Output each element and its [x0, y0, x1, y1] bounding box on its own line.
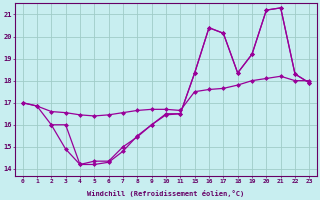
- X-axis label: Windchill (Refroidissement éolien,°C): Windchill (Refroidissement éolien,°C): [87, 190, 244, 197]
